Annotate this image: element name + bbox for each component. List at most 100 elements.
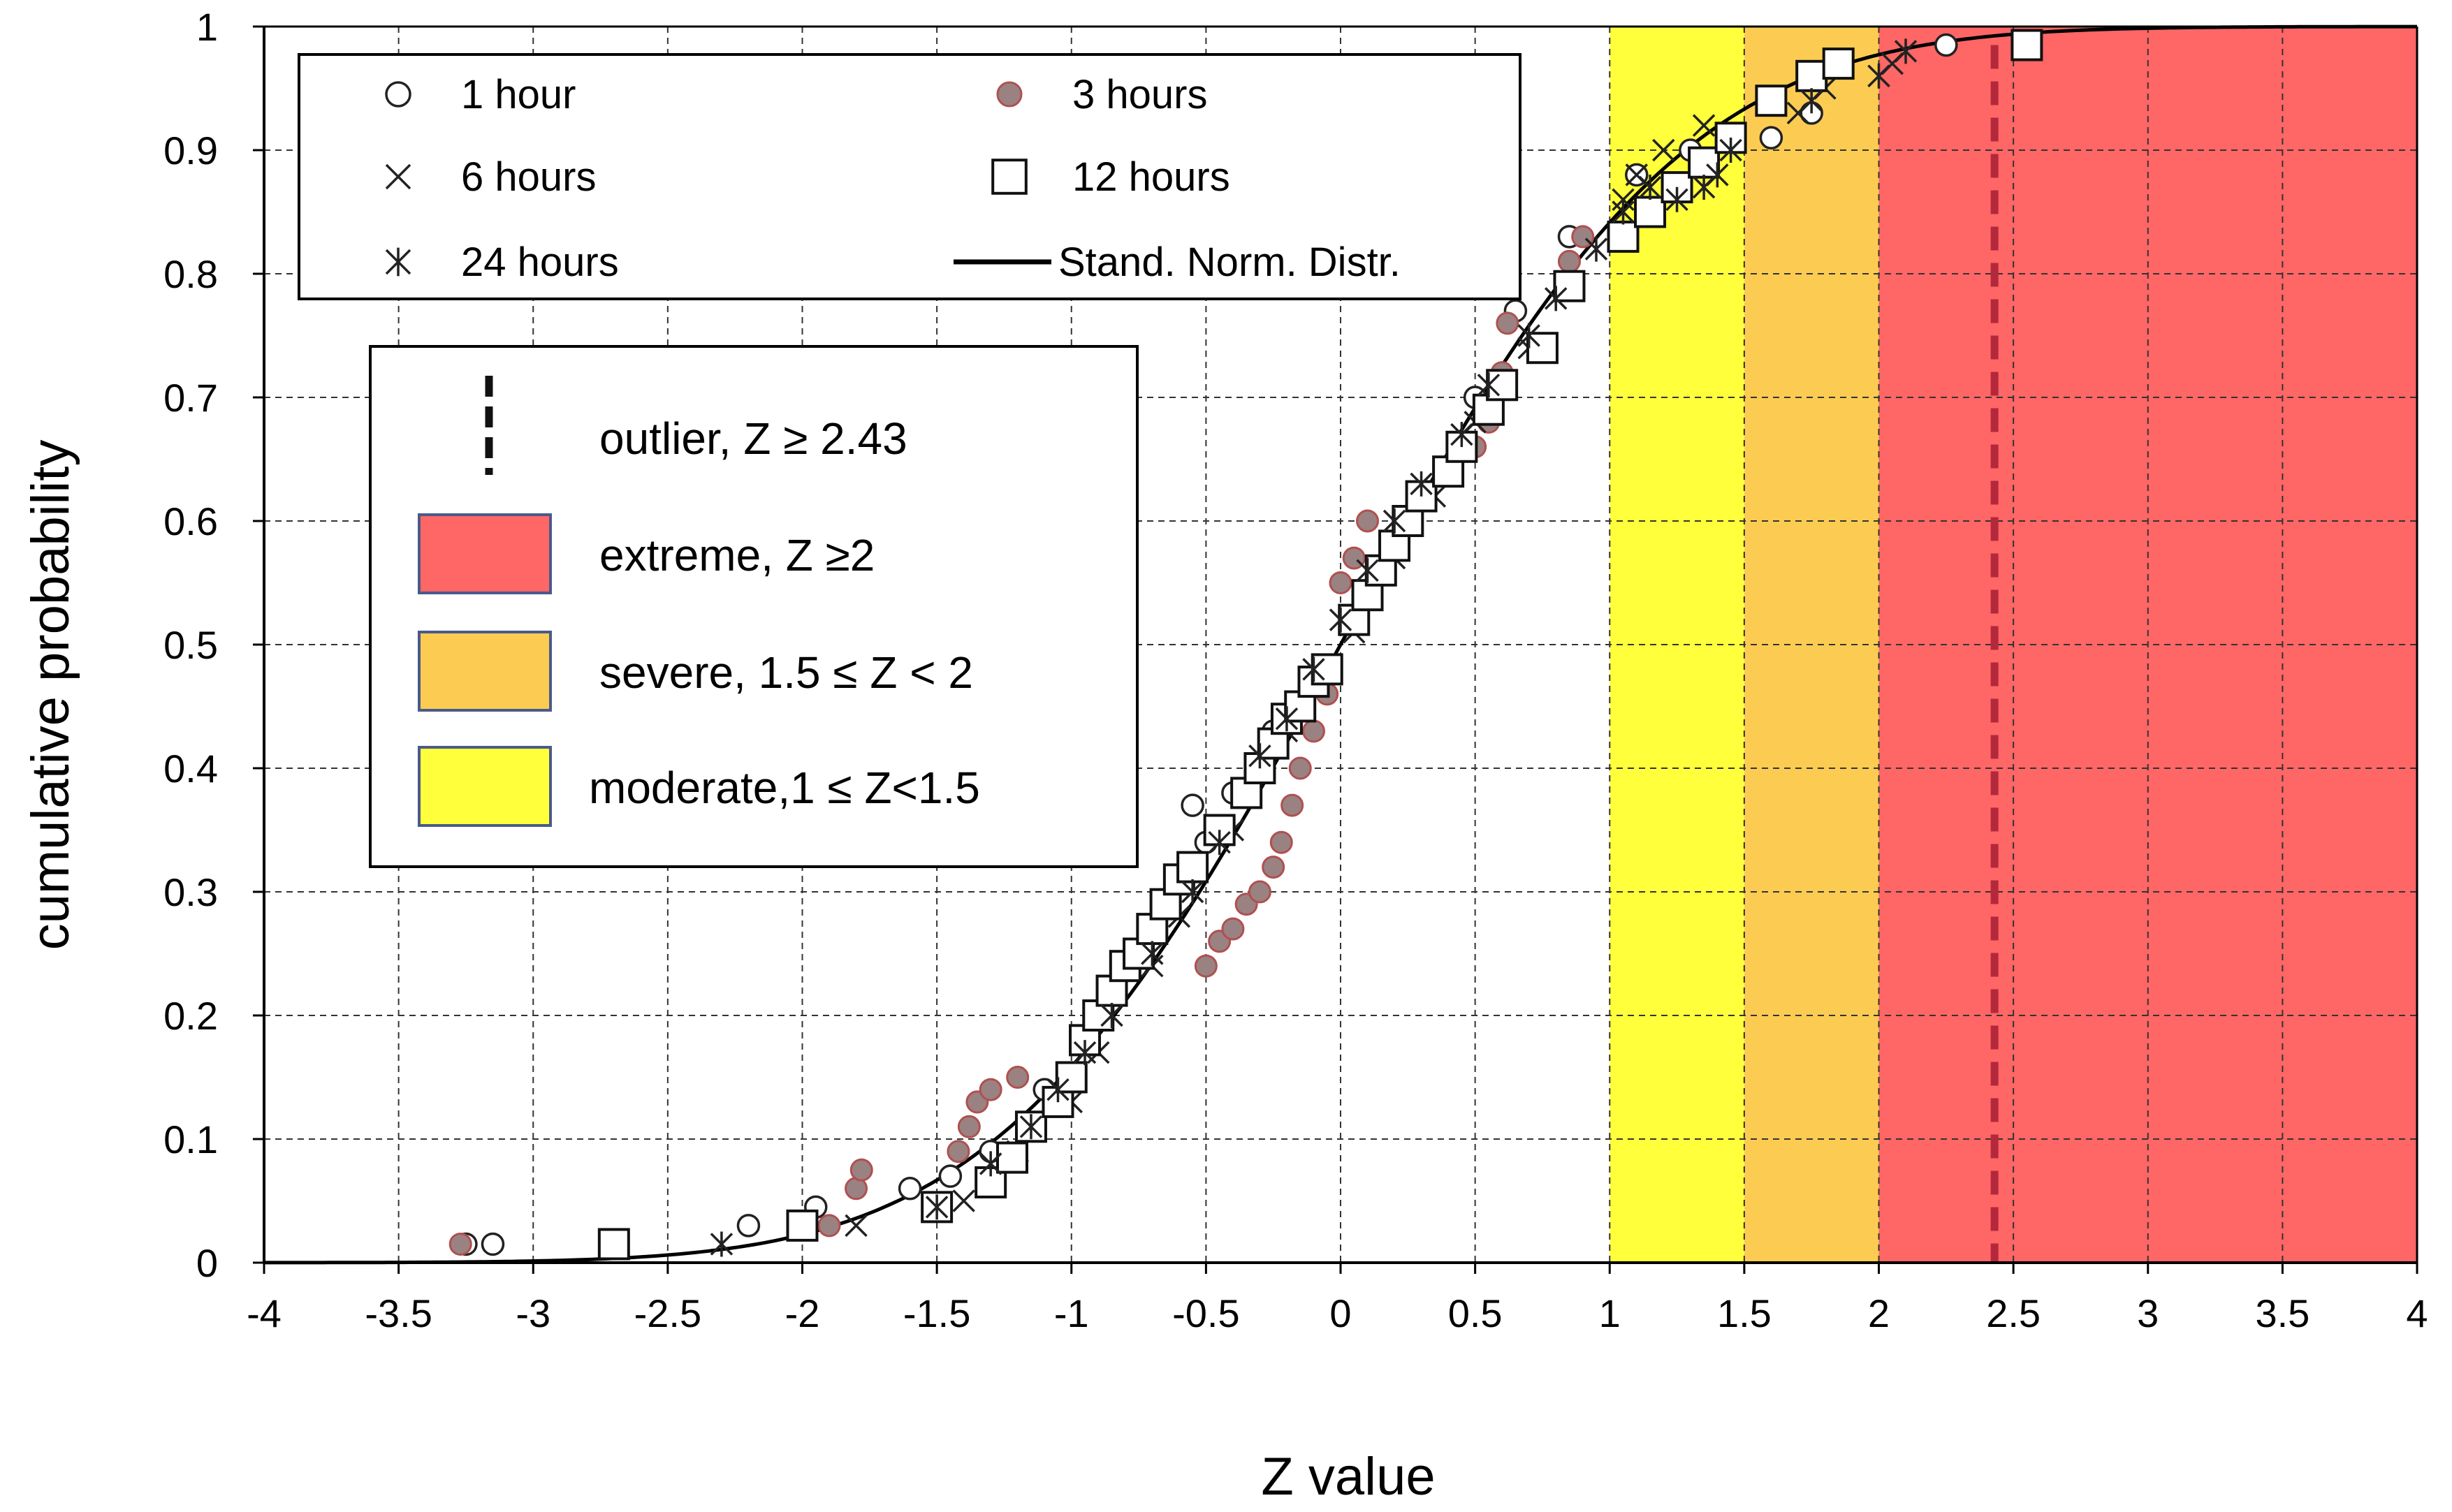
x-tick-label: -2 — [785, 1291, 820, 1335]
data-point — [1410, 471, 1433, 497]
legend-marker — [385, 163, 411, 190]
legend-marker — [991, 159, 1028, 195]
y-tick-label: 0.5 — [163, 623, 218, 667]
legend-label: 24 hours — [461, 240, 619, 285]
legend-label: 12 hours — [1072, 154, 1230, 200]
data-point — [845, 1214, 868, 1238]
legend-entry-stand-norm-distr-: Stand. Norm. Distr. — [954, 240, 1401, 285]
data-point — [1329, 607, 1352, 633]
data-point — [1795, 59, 1828, 92]
data-point — [1208, 830, 1231, 856]
data-point — [952, 1189, 975, 1212]
x-tick-label: -1.5 — [903, 1291, 971, 1335]
data-point — [1269, 830, 1293, 854]
y-tick-label: 0.8 — [163, 252, 218, 296]
data-point — [1181, 879, 1204, 904]
data-point — [1311, 653, 1343, 686]
legend-marker — [385, 247, 411, 277]
data-point — [1612, 199, 1635, 225]
data-point — [448, 1232, 472, 1256]
data-point — [1557, 249, 1581, 273]
data-point — [1181, 793, 1204, 817]
data-point — [1280, 793, 1304, 817]
y-tick-label: 0.9 — [163, 129, 218, 173]
data-point — [710, 1231, 734, 1257]
x-tick-label: 0 — [1329, 1291, 1351, 1335]
data-point — [1356, 509, 1380, 533]
legend-entry-1-hour: 1 hour — [385, 72, 576, 117]
band-legend-moderate: moderate,1 ≤ Z<1.5 — [418, 746, 980, 827]
data-point — [1692, 114, 1716, 137]
data-point — [1302, 656, 1325, 682]
series-24-hours — [710, 38, 1918, 1257]
data-point — [1544, 286, 1568, 311]
data-point — [898, 1177, 922, 1201]
series-legend-box — [298, 53, 1521, 300]
data-point — [1477, 372, 1501, 398]
x-tick-label: -0.5 — [1172, 1291, 1240, 1335]
data-point — [1073, 1040, 1097, 1066]
x-tick-label: -3.5 — [365, 1291, 432, 1335]
y-tick-label: 0.2 — [163, 994, 218, 1038]
x-tick-label: 2 — [1868, 1291, 1890, 1335]
legend-label: 6 hours — [461, 154, 596, 200]
extreme-swatch — [418, 513, 552, 594]
data-point — [481, 1232, 505, 1256]
legend-entry-6-hours: 6 hours — [385, 154, 596, 200]
legend-label: 1 hour — [461, 72, 576, 117]
data-point — [1301, 719, 1325, 743]
data-point — [1486, 369, 1519, 402]
data-point — [1046, 1077, 1070, 1103]
x-tick-label: -2.5 — [634, 1291, 702, 1335]
y-axis-title: cumulative probability — [21, 440, 80, 950]
data-point — [1634, 196, 1667, 228]
x-tick-label: -3 — [516, 1291, 550, 1335]
x-tick-label: 2.5 — [1986, 1291, 2041, 1335]
y-tick-label: 1 — [196, 5, 218, 49]
data-point — [979, 1151, 1002, 1177]
legend-marker — [996, 81, 1023, 108]
data-point — [1607, 220, 1640, 253]
data-point — [1275, 706, 1299, 732]
band-legend-label: outlier, Z ≥ 2.43 — [599, 413, 907, 464]
moderate-swatch — [418, 746, 552, 827]
data-point — [938, 1164, 963, 1188]
data-point — [1450, 422, 1473, 448]
data-point — [925, 1194, 949, 1220]
data-point — [849, 1158, 873, 1182]
data-point — [1194, 954, 1218, 978]
data-point — [1894, 38, 1918, 64]
legend-entry-24-hours: 24 hours — [385, 240, 619, 285]
band-legend: outlier, Z ≥ 2.43 extreme, Z ≥2 severe, 1.… — [369, 345, 1139, 868]
band-legend-outlier: outlier, Z ≥ 2.43 — [485, 376, 907, 475]
y-tick-label: 0 — [196, 1241, 218, 1285]
band-legend-extreme: extreme, Z ≥2 — [418, 513, 875, 594]
data-point — [1006, 1066, 1030, 1089]
data-point — [1867, 63, 1890, 89]
data-point — [1584, 236, 1608, 262]
data-point — [979, 1078, 1002, 1101]
y-tick-label: 0.7 — [163, 376, 218, 420]
band-legend-label: severe, 1.5 ≤ Z < 2 — [599, 647, 973, 698]
data-point — [1100, 1003, 1123, 1028]
y-tick-label: 0.6 — [163, 499, 218, 543]
points-layer — [448, 29, 2043, 1261]
data-point — [1652, 138, 1675, 162]
legend-label: Stand. Norm. Distr. — [1058, 240, 1401, 285]
data-point — [1356, 557, 1379, 583]
data-point — [1822, 47, 1855, 80]
data-point — [1019, 1114, 1043, 1140]
band-legend-label: extreme, Z ≥2 — [599, 530, 875, 580]
band-legend-label: moderate,1 ≤ Z<1.5 — [589, 763, 980, 813]
y-tick-label: 0.4 — [163, 747, 218, 791]
data-point — [947, 1140, 970, 1164]
legend-entry-12-hours: 12 hours — [991, 154, 1230, 200]
x-tick-label: 1.5 — [1717, 1291, 1772, 1335]
data-point — [1800, 88, 1823, 114]
x-tick-label: -1 — [1054, 1291, 1089, 1335]
data-point — [1176, 851, 1209, 883]
x-tick-label: 0.5 — [1448, 1291, 1503, 1335]
data-point — [1382, 508, 1406, 534]
